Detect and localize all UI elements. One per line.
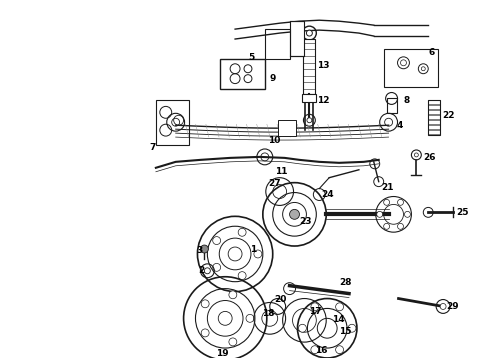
- Circle shape: [307, 118, 312, 123]
- Circle shape: [415, 153, 418, 157]
- Circle shape: [204, 268, 210, 274]
- Text: 20: 20: [275, 295, 287, 304]
- Bar: [428, 100, 440, 104]
- Circle shape: [336, 346, 343, 354]
- Circle shape: [229, 338, 237, 346]
- Bar: [428, 130, 440, 134]
- Circle shape: [290, 210, 299, 219]
- Text: 9: 9: [270, 74, 276, 83]
- Text: 16: 16: [316, 346, 328, 355]
- Text: 7: 7: [149, 144, 155, 153]
- Text: 25: 25: [456, 208, 468, 217]
- Text: 14: 14: [332, 315, 345, 324]
- Text: 2: 2: [198, 266, 205, 275]
- Text: 11: 11: [275, 167, 287, 176]
- Circle shape: [397, 199, 403, 205]
- Text: 24: 24: [321, 190, 334, 199]
- Text: 3: 3: [196, 247, 203, 256]
- Bar: [303, 39, 316, 94]
- Circle shape: [201, 329, 209, 337]
- Circle shape: [397, 223, 403, 229]
- Text: 8: 8: [403, 96, 410, 105]
- Circle shape: [311, 303, 319, 311]
- Circle shape: [348, 324, 356, 332]
- Text: 19: 19: [216, 348, 229, 357]
- Circle shape: [254, 250, 262, 258]
- Circle shape: [213, 264, 220, 271]
- Text: 13: 13: [318, 61, 330, 70]
- Circle shape: [440, 303, 446, 310]
- Bar: [428, 115, 440, 119]
- Text: 1: 1: [250, 244, 256, 253]
- Bar: [384, 49, 438, 86]
- Text: 5: 5: [248, 53, 254, 62]
- Text: 15: 15: [339, 327, 352, 336]
- Text: 26: 26: [423, 153, 436, 162]
- Text: 23: 23: [299, 217, 312, 226]
- Circle shape: [306, 30, 312, 36]
- Polygon shape: [290, 21, 304, 56]
- Text: 22: 22: [442, 111, 455, 120]
- Text: 12: 12: [318, 96, 330, 105]
- Text: 28: 28: [339, 278, 352, 287]
- Bar: [428, 125, 440, 129]
- Circle shape: [200, 245, 208, 253]
- Circle shape: [421, 67, 425, 71]
- Bar: [302, 94, 317, 102]
- Text: 4: 4: [396, 121, 403, 130]
- Bar: [428, 105, 440, 109]
- Circle shape: [311, 346, 319, 354]
- Text: 18: 18: [262, 309, 274, 318]
- Text: 29: 29: [446, 302, 459, 311]
- Circle shape: [238, 228, 246, 236]
- Circle shape: [201, 300, 209, 308]
- Bar: [278, 120, 295, 136]
- Circle shape: [336, 303, 343, 311]
- Circle shape: [400, 60, 406, 66]
- Text: 17: 17: [309, 307, 322, 316]
- Text: 10: 10: [268, 136, 280, 145]
- Text: 27: 27: [268, 179, 280, 188]
- Circle shape: [377, 211, 383, 217]
- Circle shape: [384, 223, 390, 229]
- Circle shape: [246, 314, 254, 322]
- Circle shape: [404, 211, 411, 217]
- Bar: [428, 111, 440, 114]
- Circle shape: [229, 291, 237, 299]
- Circle shape: [298, 324, 306, 332]
- Text: 21: 21: [382, 183, 394, 192]
- Bar: [428, 100, 440, 135]
- Circle shape: [213, 237, 220, 244]
- Circle shape: [384, 199, 390, 205]
- Bar: [428, 120, 440, 124]
- Circle shape: [238, 272, 246, 280]
- Text: 6: 6: [428, 48, 435, 57]
